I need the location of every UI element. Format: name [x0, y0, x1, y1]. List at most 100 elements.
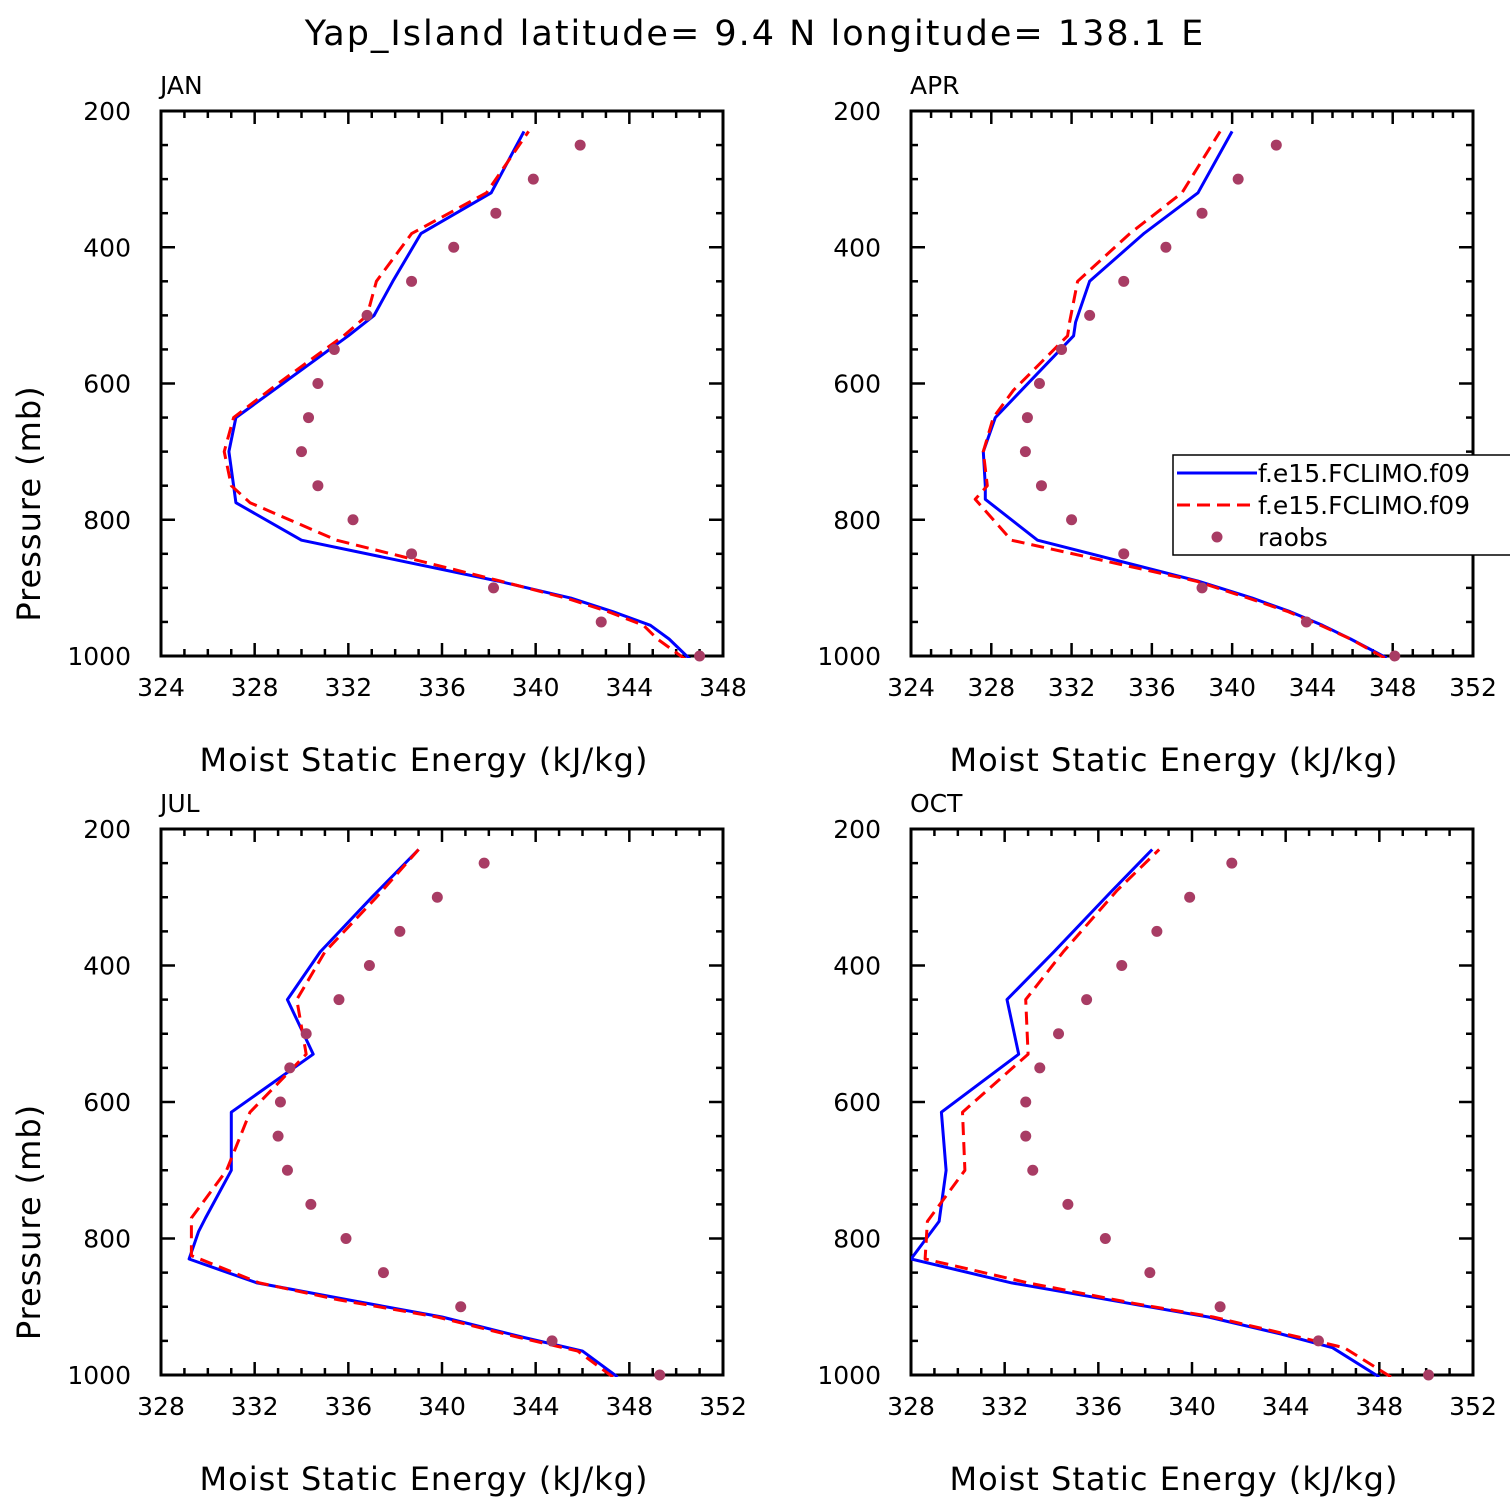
panel-title: JAN [158, 71, 203, 100]
y-tick-label: 800 [83, 506, 131, 535]
x-tick-label: 340 [1208, 673, 1256, 702]
raobs-point [490, 207, 502, 219]
plot-frame [909, 109, 1475, 658]
raobs-point [305, 1198, 317, 1210]
raobs-point [394, 925, 406, 937]
x-tick-label: 336 [1074, 1392, 1122, 1421]
plot-frame [159, 109, 725, 658]
panel-jan: JAN 324 328 332 336 340 344 348 200 400 600 800 1000… [10, 71, 747, 779]
raobs-point [281, 1164, 293, 1176]
raobs-point [654, 1369, 666, 1381]
raobs-point [574, 139, 586, 151]
y-tick-label: 400 [83, 952, 131, 981]
raobs-point [1020, 1130, 1032, 1142]
figure-title: Yap_Island latitude= 9.4 N longitude= 13… [304, 14, 1206, 54]
raobs-point [1389, 650, 1401, 662]
x-tick-label: 332 [231, 1392, 279, 1421]
y-tick-label: 200 [833, 97, 881, 126]
raobs-point [272, 1130, 284, 1142]
raobs-point [296, 446, 307, 458]
raobs-point [1056, 343, 1068, 355]
raobs-point [1019, 446, 1031, 458]
x-tick-label: 340 [1168, 1392, 1216, 1421]
raobs-point [1151, 925, 1163, 937]
x-tick-label: 348 [1369, 673, 1417, 702]
panel-title: JUL [158, 789, 200, 818]
series-line-model-1 [911, 848, 1381, 1377]
series-line-model-2 [923, 848, 1392, 1377]
raobs-point [1084, 309, 1096, 321]
raobs-point [1066, 514, 1078, 526]
y-tick-label: 200 [83, 97, 131, 126]
raobs-point [478, 857, 490, 869]
x-tick-label: 336 [324, 1392, 372, 1421]
raobs-point [1081, 994, 1093, 1006]
x-tick-label: 340 [512, 673, 560, 702]
panel-title: APR [910, 71, 960, 100]
series-line-model-2 [222, 130, 687, 658]
raobs-point [1270, 139, 1282, 151]
raobs-point [1118, 548, 1130, 560]
raobs-point [595, 616, 607, 628]
x-tick-label: 328 [887, 1392, 935, 1421]
raobs-point [1226, 857, 1238, 869]
raobs-point [406, 275, 418, 287]
raobs-point [488, 582, 500, 594]
x-tick-label: 348 [699, 673, 747, 702]
raobs-point [1020, 1096, 1032, 1108]
raobs-point [1034, 1062, 1046, 1074]
y-tick-label: 600 [833, 370, 881, 399]
panels: JAN 324 328 332 336 340 344 348 200 400 600 800 1000… [10, 71, 1497, 1498]
x-tick-label: 344 [605, 673, 653, 702]
panel-jul: JUL 328 332 336 340 344 348 352 200 400 600 800 1000… [10, 789, 747, 1498]
y-tick-label: 800 [833, 1225, 881, 1254]
legend-raobs-marker [1211, 531, 1223, 543]
panel-apr: APR 324 328 332 336 340 344 348 352 200 400 600 800 1… [817, 71, 1496, 779]
raobs-point [1232, 173, 1244, 185]
raobs-point [448, 241, 460, 253]
y-tick-label: 1000 [67, 642, 131, 671]
raobs-point [1099, 1233, 1111, 1244]
raobs-point [303, 412, 315, 424]
y-tick-label: 800 [833, 506, 881, 535]
y-tick-label: 400 [83, 233, 131, 262]
raobs-point [1160, 241, 1172, 253]
x-tick-label: 352 [1449, 1392, 1497, 1421]
raobs-point [1214, 1301, 1226, 1313]
plot-frame [909, 827, 1475, 1377]
y-tick-label: 600 [83, 1088, 131, 1117]
raobs-point [1062, 1198, 1074, 1210]
raobs-point [347, 514, 359, 526]
raobs-point [1021, 412, 1033, 424]
raobs-point [340, 1233, 352, 1244]
raobs-point [328, 343, 340, 355]
raobs-point [431, 891, 443, 903]
y-tick-label: 200 [833, 815, 881, 844]
x-tick-label: 332 [324, 673, 372, 702]
x-tick-label: 332 [1048, 673, 1096, 702]
raobs-point [1312, 1335, 1324, 1347]
x-tick-label: 344 [512, 1392, 560, 1421]
x-axis-label: Moist Static Energy (kJ/kg) [950, 741, 1399, 779]
x-tick-label: 344 [1289, 673, 1337, 702]
y-tick-label: 600 [833, 1088, 881, 1117]
raobs-point [1423, 1369, 1435, 1381]
raobs-point [527, 173, 539, 185]
series-line-model-1 [981, 130, 1388, 658]
x-axis-label: Moist Static Energy (kJ/kg) [200, 1460, 649, 1498]
panel-title: OCT [910, 789, 963, 818]
raobs-point [1033, 378, 1045, 389]
series-line-model-1 [227, 130, 691, 658]
y-tick-label: 200 [83, 815, 131, 844]
raobs-point [1118, 275, 1130, 287]
y-axis-label: Pressure (mb) [10, 1104, 48, 1340]
y-tick-label: 1000 [817, 642, 881, 671]
legend: f.e15.FCLIMO.f09 f.e15.FCLIMO.f09 raobs [1172, 454, 1510, 556]
raobs-point [1144, 1267, 1156, 1279]
x-tick-label: 336 [1128, 673, 1176, 702]
legend-label: f.e15.FCLIMO.f09 [1258, 491, 1470, 520]
raobs-point [1116, 960, 1128, 971]
x-tick-label: 352 [699, 1392, 747, 1421]
x-tick-label: 348 [605, 1392, 653, 1421]
